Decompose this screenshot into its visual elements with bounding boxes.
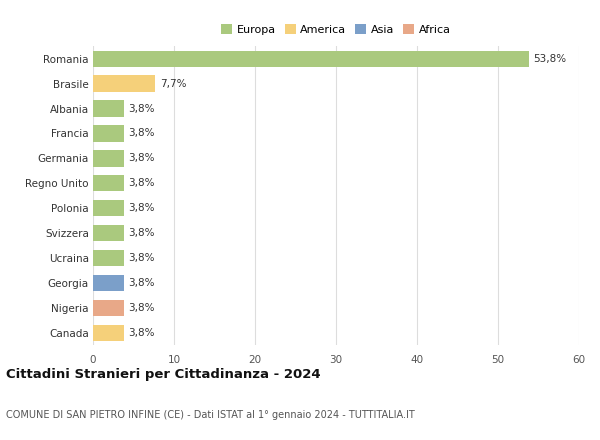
Text: 7,7%: 7,7% [160,79,187,88]
Bar [93,51,529,67]
Bar [93,125,124,142]
Bar [93,325,124,341]
Bar [93,225,124,241]
Text: 3,8%: 3,8% [128,178,155,188]
Text: 3,8%: 3,8% [128,154,155,163]
Bar [93,175,124,191]
Text: Cittadini Stranieri per Cittadinanza - 2024: Cittadini Stranieri per Cittadinanza - 2… [6,367,320,381]
Text: 3,8%: 3,8% [128,253,155,263]
Bar [93,150,124,166]
Text: 3,8%: 3,8% [128,128,155,139]
Bar [93,76,155,92]
Legend: Europa, America, Asia, Africa: Europa, America, Asia, Africa [219,22,453,37]
Bar [93,100,124,117]
Bar [93,300,124,316]
Text: 3,8%: 3,8% [128,103,155,114]
Bar [93,275,124,291]
Text: COMUNE DI SAN PIETRO INFINE (CE) - Dati ISTAT al 1° gennaio 2024 - TUTTITALIA.IT: COMUNE DI SAN PIETRO INFINE (CE) - Dati … [6,410,415,420]
Text: 3,8%: 3,8% [128,328,155,338]
Text: 3,8%: 3,8% [128,303,155,313]
Bar [93,250,124,266]
Text: 3,8%: 3,8% [128,228,155,238]
Text: 53,8%: 53,8% [533,54,567,64]
Bar [93,200,124,216]
Text: 3,8%: 3,8% [128,203,155,213]
Text: 3,8%: 3,8% [128,278,155,288]
